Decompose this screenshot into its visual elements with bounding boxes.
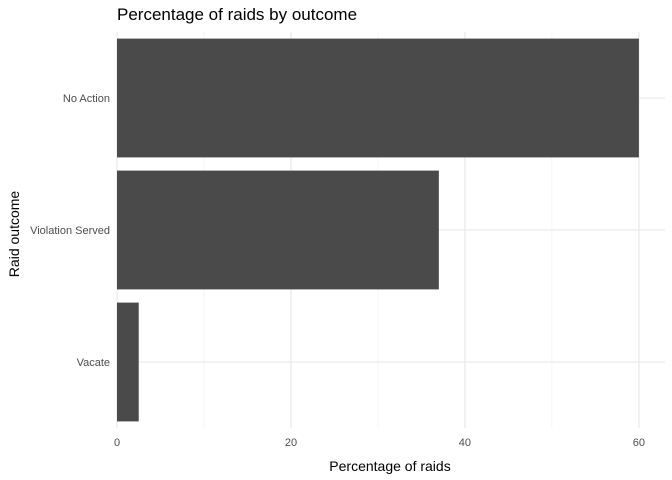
- x-tick-label: 0: [114, 437, 120, 449]
- x-tick-label: 20: [285, 437, 297, 449]
- x-tick-label: 40: [459, 437, 471, 449]
- bar-violation-served: [117, 170, 439, 290]
- x-tick-label: 60: [633, 437, 645, 449]
- y-axis-ticks: No Action Violation Served Vacate: [30, 93, 110, 369]
- chart-title: Percentage of raids by outcome: [117, 5, 357, 24]
- y-tick-label: Violation Served: [30, 225, 110, 237]
- y-tick-label: No Action: [63, 93, 110, 105]
- bars: [117, 38, 639, 422]
- y-axis-title: Raid outcome: [6, 191, 22, 278]
- bar-no-action: [117, 38, 639, 158]
- x-axis-title: Percentage of raids: [329, 458, 450, 474]
- bar-vacate: [117, 302, 139, 422]
- y-tick-label: Vacate: [77, 357, 110, 369]
- x-axis-ticks: 0 20 40 60: [114, 437, 645, 449]
